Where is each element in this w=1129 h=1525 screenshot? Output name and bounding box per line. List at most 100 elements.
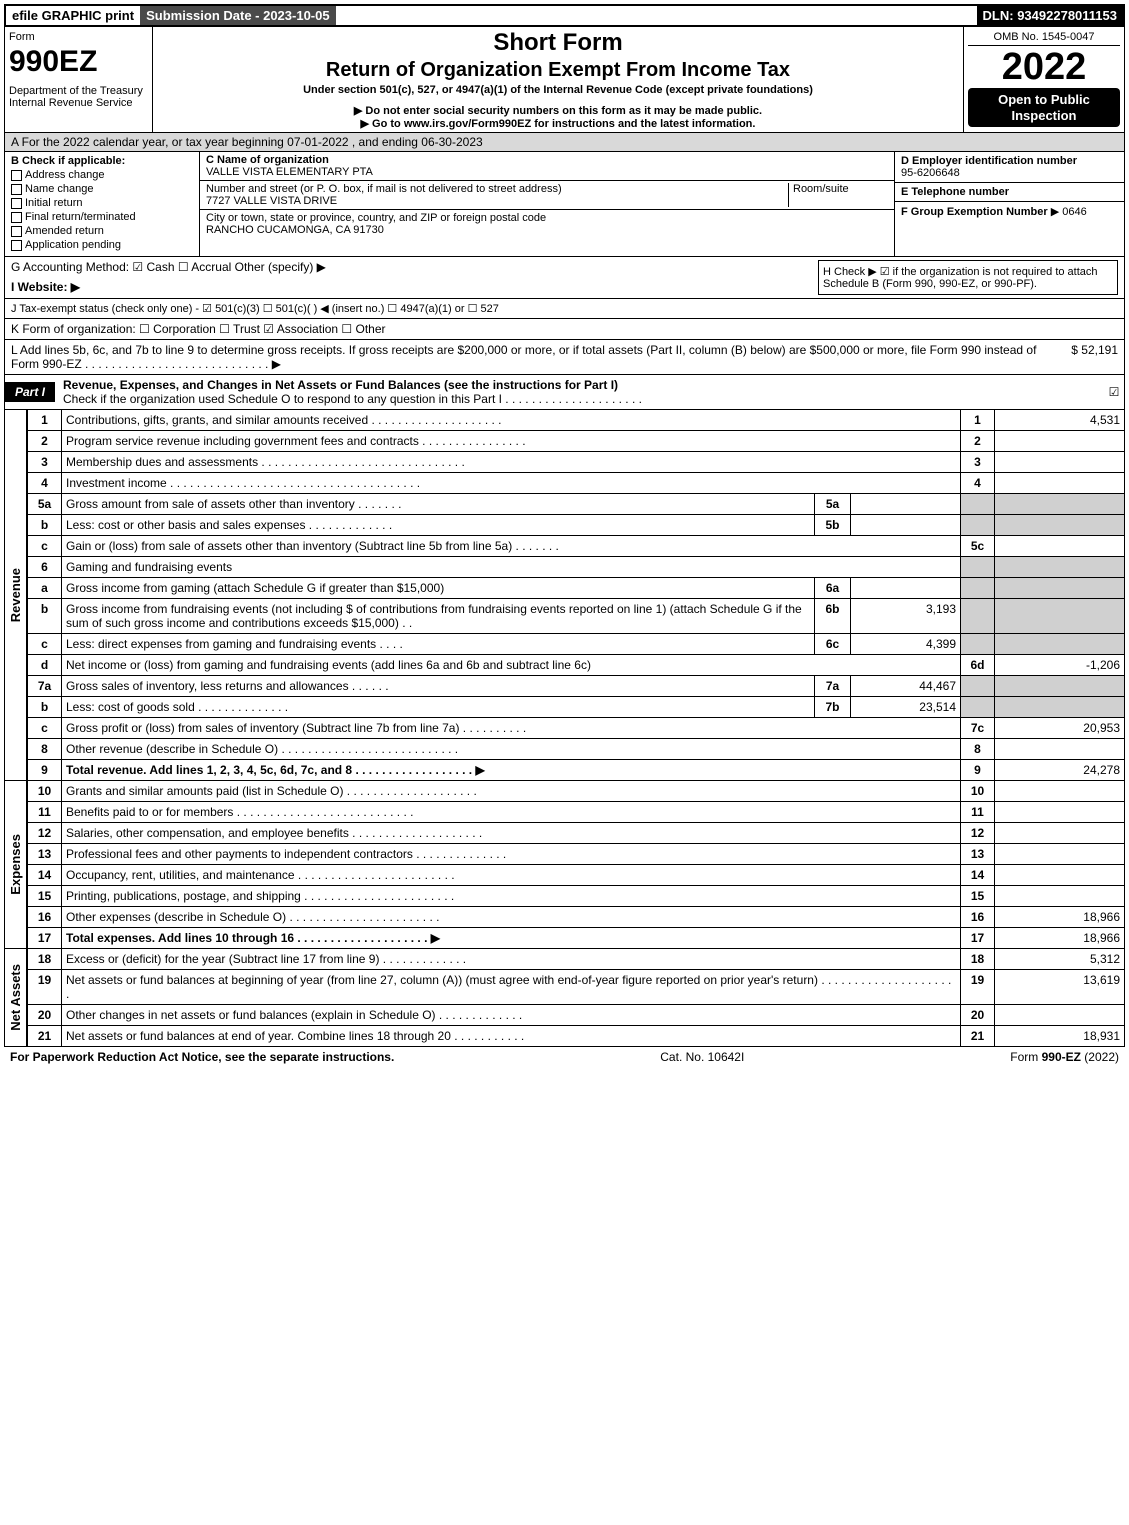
revenue-vlabel: Revenue — [6, 566, 25, 624]
e-phone-label: E Telephone number — [901, 186, 1009, 198]
line-6: 6Gaming and fundraising events — [28, 557, 1125, 578]
line-5a: 5aGross amount from sale of assets other… — [28, 494, 1125, 515]
part-i-check-line: Check if the organization used Schedule … — [63, 392, 642, 406]
line-7b: bLess: cost of goods sold . . . . . . . … — [28, 697, 1125, 718]
room-label: Room/suite — [793, 183, 849, 195]
line-9: 9Total revenue. Add lines 1, 2, 3, 4, 5c… — [28, 760, 1125, 781]
line-10: 10Grants and similar amounts paid (list … — [28, 781, 1125, 802]
header-right: OMB No. 1545-0047 2022 Open to Public In… — [964, 27, 1124, 132]
chk-address-change[interactable]: Address change — [11, 169, 193, 181]
line-6c: cLess: direct expenses from gaming and f… — [28, 634, 1125, 655]
f-group-value: ▶ 0646 — [1051, 206, 1087, 218]
page-footer: For Paperwork Reduction Act Notice, see … — [4, 1047, 1125, 1067]
d-ein-value: 95-6206648 — [901, 167, 960, 179]
h-schedule-b: H Check ▶ ☑ if the organization is not r… — [818, 260, 1118, 295]
header-left: Form 990EZ Department of the Treasury In… — [5, 27, 153, 132]
line-20: 20Other changes in net assets or fund ba… — [28, 1005, 1125, 1026]
line-19: 19Net assets or fund balances at beginni… — [28, 970, 1125, 1005]
city-label: City or town, state or province, country… — [206, 212, 546, 224]
top-bar: efile GRAPHIC print Submission Date - 20… — [4, 4, 1125, 27]
form-number: 990EZ — [9, 45, 148, 79]
net-assets-section: Net Assets 18Excess or (deficit) for the… — [4, 949, 1125, 1047]
line-6d: dNet income or (loss) from gaming and fu… — [28, 655, 1125, 676]
row-g-h: G Accounting Method: ☑ Cash ☐ Accrual Ot… — [4, 257, 1125, 299]
line-14: 14Occupancy, rent, utilities, and mainte… — [28, 865, 1125, 886]
line-8: 8Other revenue (describe in Schedule O) … — [28, 739, 1125, 760]
line-5c: cGain or (loss) from sale of assets othe… — [28, 536, 1125, 557]
dept-label: Department of the Treasury Internal Reve… — [9, 85, 148, 109]
line-15: 15Printing, publications, postage, and s… — [28, 886, 1125, 907]
header-center: Short Form Return of Organization Exempt… — [153, 27, 964, 132]
line-17: 17Total expenses. Add lines 10 through 1… — [28, 928, 1125, 949]
l-amount: $ 52,191 — [1071, 343, 1118, 357]
c-name-label: C Name of organization — [206, 154, 329, 166]
i-website: I Website: ▶ — [11, 280, 818, 294]
street-label: Number and street (or P. O. box, if mail… — [206, 183, 562, 195]
line-6b: bGross income from fundraising events (n… — [28, 599, 1125, 634]
revenue-table: 1Contributions, gifts, grants, and simil… — [27, 410, 1125, 781]
revenue-section: Revenue 1Contributions, gifts, grants, a… — [4, 410, 1125, 781]
line-6a: aGross income from gaming (attach Schedu… — [28, 578, 1125, 599]
line-12: 12Salaries, other compensation, and empl… — [28, 823, 1125, 844]
under-section: Under section 501(c), 527, or 4947(a)(1)… — [159, 84, 957, 96]
line-16: 16Other expenses (describe in Schedule O… — [28, 907, 1125, 928]
org-name: VALLE VISTA ELEMENTARY PTA — [206, 166, 373, 178]
part-i-header: Part I Revenue, Expenses, and Changes in… — [4, 375, 1125, 410]
b-label: B Check if applicable: — [11, 155, 193, 167]
line-13: 13Professional fees and other payments t… — [28, 844, 1125, 865]
line-11: 11Benefits paid to or for members . . . … — [28, 802, 1125, 823]
col-c-org-info: C Name of organization VALLE VISTA ELEME… — [200, 152, 894, 256]
l-gross-receipts: L Add lines 5b, 6c, and 7b to line 9 to … — [4, 340, 1125, 375]
d-ein-label: D Employer identification number — [901, 155, 1077, 167]
g-accounting-method: G Accounting Method: ☑ Cash ☐ Accrual Ot… — [11, 260, 818, 274]
form-word: Form — [9, 31, 148, 43]
line-7c: cGross profit or (loss) from sales of in… — [28, 718, 1125, 739]
street-value: 7727 VALLE VISTA DRIVE — [206, 195, 337, 207]
part-i-checkbox[interactable]: ☑ — [1104, 385, 1124, 399]
k-form-org: K Form of organization: ☐ Corporation ☐ … — [4, 319, 1125, 340]
net-assets-table: 18Excess or (deficit) for the year (Subt… — [27, 949, 1125, 1047]
chk-initial-return[interactable]: Initial return — [11, 197, 193, 209]
row-a-tax-year: A For the 2022 calendar year, or tax yea… — [4, 133, 1125, 152]
part-i-title: Revenue, Expenses, and Changes in Net As… — [63, 378, 618, 392]
j-tax-exempt: J Tax-exempt status (check only one) - ☑… — [4, 299, 1125, 319]
line-1: 1Contributions, gifts, grants, and simil… — [28, 410, 1125, 431]
chk-amended-return[interactable]: Amended return — [11, 225, 193, 237]
efile-label: efile GRAPHIC print — [6, 6, 140, 25]
expenses-vlabel: Expenses — [6, 832, 25, 897]
footer-form-no: 990-EZ — [1042, 1050, 1081, 1064]
footer-right: Form 990-EZ (2022) — [1010, 1050, 1119, 1064]
line-4: 4Investment income . . . . . . . . . . .… — [28, 473, 1125, 494]
line-18: 18Excess or (deficit) for the year (Subt… — [28, 949, 1125, 970]
line-5b: bLess: cost or other basis and sales exp… — [28, 515, 1125, 536]
tax-year: 2022 — [968, 48, 1120, 86]
expenses-table: 10Grants and similar amounts paid (list … — [27, 781, 1125, 949]
col-b-checkboxes: B Check if applicable: Address change Na… — [5, 152, 200, 256]
part-i-tag: Part I — [5, 382, 55, 402]
chk-application-pending[interactable]: Application pending — [11, 239, 193, 251]
line-2: 2Program service revenue including gover… — [28, 431, 1125, 452]
city-value: RANCHO CUCAMONGA, CA 91730 — [206, 224, 384, 236]
footer-mid: Cat. No. 10642I — [660, 1050, 744, 1064]
line-7a: 7aGross sales of inventory, less returns… — [28, 676, 1125, 697]
line-3: 3Membership dues and assessments . . . .… — [28, 452, 1125, 473]
net-assets-vlabel: Net Assets — [6, 962, 25, 1033]
dln-label: DLN: 93492278011153 — [977, 6, 1123, 25]
section-b-c-d: B Check if applicable: Address change Na… — [4, 152, 1125, 257]
f-group-label: F Group Exemption Number — [901, 206, 1048, 218]
l-text: L Add lines 5b, 6c, and 7b to line 9 to … — [11, 343, 1063, 371]
expenses-section: Expenses 10Grants and similar amounts pa… — [4, 781, 1125, 949]
line-21: 21Net assets or fund balances at end of … — [28, 1026, 1125, 1047]
ssn-warning: ▶ Do not enter social security numbers o… — [159, 104, 957, 117]
footer-left: For Paperwork Reduction Act Notice, see … — [10, 1050, 394, 1064]
goto-link[interactable]: ▶ Go to www.irs.gov/Form990EZ for instru… — [159, 117, 957, 130]
chk-final-return[interactable]: Final return/terminated — [11, 211, 193, 223]
main-title: Return of Organization Exempt From Incom… — [159, 59, 957, 82]
omb-number: OMB No. 1545-0047 — [968, 31, 1120, 46]
col-d-e-f: D Employer identification number 95-6206… — [894, 152, 1124, 256]
chk-name-change[interactable]: Name change — [11, 183, 193, 195]
form-header: Form 990EZ Department of the Treasury In… — [4, 27, 1125, 133]
submission-date: Submission Date - 2023-10-05 — [140, 6, 336, 25]
short-form-title: Short Form — [159, 29, 957, 57]
open-inspection: Open to Public Inspection — [968, 88, 1120, 127]
